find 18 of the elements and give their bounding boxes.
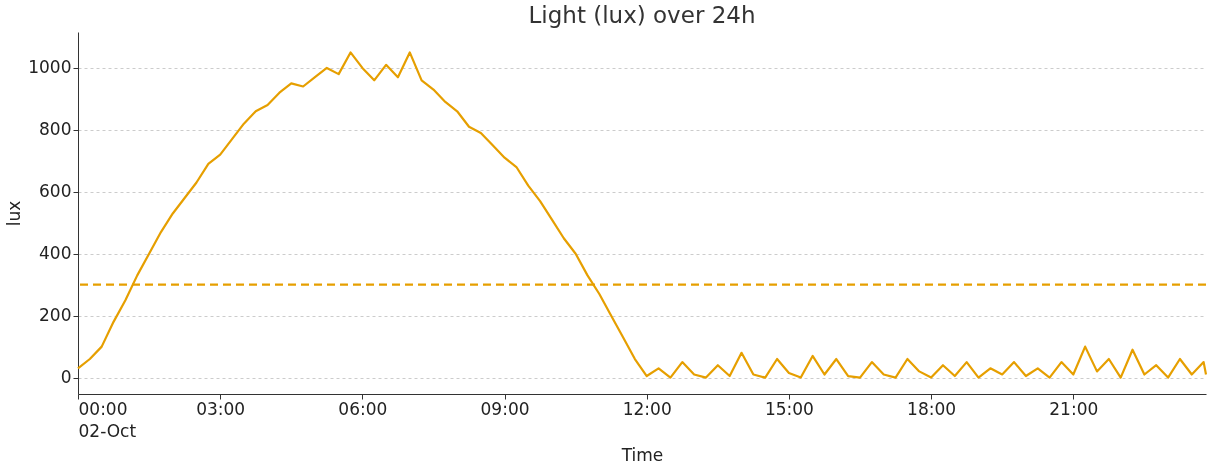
y-tick-label: 400 [39, 243, 72, 264]
x-tick-label: 00:00 02-Oct [78, 398, 137, 441]
x-tick-label: 09:00 [480, 398, 530, 419]
x-tick-label: 12:00 [622, 398, 672, 419]
x-tick-label: 06:00 [338, 398, 388, 419]
y-tick-label: 0 [60, 367, 72, 388]
y-tick-label: 1000 [28, 57, 72, 78]
x-tick-label: 15:00 [764, 398, 814, 419]
x-tick-label: 18:00 [907, 398, 957, 419]
x-tick-label: 03:00 [196, 398, 246, 419]
x-tick-label: 21:00 [1049, 398, 1099, 419]
y-tick-label: 800 [39, 119, 72, 140]
y-tick-label: 200 [39, 305, 72, 326]
y-axis-title: lux [4, 200, 25, 227]
chart-title: Light (lux) over 24h [528, 2, 756, 28]
x-axis-title: Time [620, 444, 664, 465]
line-series [76, 51, 1208, 379]
y-tick-label: 600 [39, 181, 72, 202]
